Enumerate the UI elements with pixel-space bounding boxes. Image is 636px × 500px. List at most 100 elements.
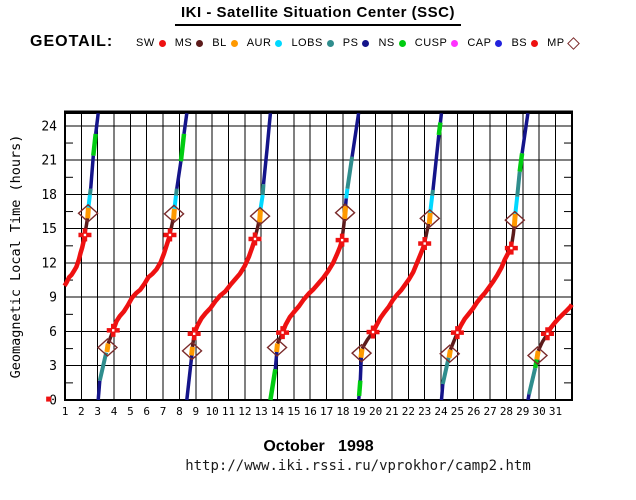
x-tick-label: 17 — [320, 405, 333, 418]
curve-segment-bl — [85, 207, 91, 219]
plot-frame — [64, 112, 573, 401]
x-tick-label: 12 — [238, 405, 251, 418]
bs-marker-center — [281, 331, 284, 334]
x-tick-label: 13 — [255, 405, 268, 418]
curve-segment-bl — [511, 213, 518, 227]
curve-segment-sw — [545, 303, 574, 335]
legend-label: PS — [342, 37, 359, 49]
x-tick-label: 25 — [451, 405, 464, 418]
bs-marker-center — [168, 233, 172, 237]
y-tick-label: 0 — [49, 394, 57, 409]
curve-segment-lobs — [87, 188, 93, 196]
curve-segment-bl — [342, 205, 349, 220]
curve-segment-lobs — [174, 188, 179, 196]
legend-item-ms: MS — [175, 37, 204, 49]
mp-crossing-marker — [504, 210, 526, 230]
curve-segment-sw — [455, 246, 514, 334]
mp-crossing-marker — [439, 344, 461, 364]
y-tick-label: 6 — [49, 325, 57, 340]
x-tick-label: 22 — [402, 405, 415, 418]
curve-segment-lobs — [260, 184, 266, 196]
curve-segment-ps — [261, 113, 273, 185]
legend-dot-icon — [275, 39, 283, 47]
x-tick-label: 6 — [143, 405, 150, 418]
x-tick-label: 20 — [369, 405, 382, 418]
legend-dot-icon — [495, 39, 503, 47]
x-tick-label: 15 — [287, 405, 300, 418]
x-tick-label: 5 — [127, 405, 134, 418]
x-tick-label: 28 — [500, 405, 513, 418]
curve-segment-bl — [534, 350, 541, 360]
bs-marker-center — [83, 233, 87, 237]
x-tick-label: 8 — [176, 405, 183, 418]
legend-dot-icon — [362, 39, 370, 47]
x-tick-label: 18 — [336, 405, 349, 418]
legend-dot-icon — [230, 39, 238, 47]
curve-segment-bl — [171, 208, 177, 220]
x-tick-label: 26 — [467, 405, 480, 418]
legend-diamond-icon — [566, 36, 580, 50]
bs-marker-center — [192, 332, 196, 335]
y-tick-label: 18 — [41, 188, 57, 203]
curve-segment-ps — [439, 383, 445, 401]
x-tick-label: 10 — [206, 405, 219, 418]
curve-segment-bl — [189, 346, 195, 356]
legend-label: MP — [547, 37, 565, 49]
x-tick-label: 30 — [533, 405, 546, 418]
legend-item-bl: BL — [212, 37, 238, 49]
curve-segment-lobs — [430, 189, 435, 196]
curve-segment-lobs — [345, 156, 355, 189]
curve-segment-sw — [62, 234, 88, 287]
curve-segment-ps — [96, 380, 102, 401]
legend-dot-icon — [326, 39, 334, 47]
mp-crossing-marker — [181, 341, 203, 361]
curve-segment-bl — [257, 209, 263, 223]
mp-crossing-marker — [351, 343, 373, 363]
bs-marker-center — [253, 237, 257, 241]
curve-segment-ps — [182, 113, 189, 135]
region-legend: SW MS BL AUR LOBS PS NS CUSP CAP BS MP — [136, 36, 587, 50]
curve-segment-ps — [526, 393, 531, 401]
x-tick-label: 2 — [78, 405, 85, 418]
y-tick-label: 24 — [41, 119, 57, 134]
legend-label: NS — [378, 37, 395, 49]
curve-segment-lobs — [97, 352, 109, 382]
legend-label: AUR — [246, 37, 272, 49]
bs-marker-center — [371, 330, 375, 334]
curve-segment-bl — [274, 343, 280, 353]
curve-segment-ns — [436, 122, 443, 136]
curve-segment-ps — [356, 395, 361, 401]
mp-crossing-marker — [266, 338, 288, 357]
x-tick-label: 16 — [304, 405, 317, 418]
mp-crossing-marker — [419, 208, 441, 228]
curve-segment-bl — [426, 212, 433, 225]
curve-segment-ps — [350, 113, 361, 157]
bs-marker-center — [510, 246, 513, 250]
legend-dot-icon — [158, 39, 166, 47]
curve-segment-ps — [88, 155, 96, 189]
curve-segment-ns — [91, 133, 98, 156]
x-tick-label: 1 — [62, 405, 69, 418]
x-tick-label: 4 — [111, 405, 118, 418]
legend-item-aur: AUR — [247, 37, 283, 49]
legend-dot-icon — [531, 39, 539, 47]
x-tick-label: 14 — [271, 405, 285, 418]
satellite-label: GEOTAIL: — [30, 33, 114, 50]
x-tick-label: 21 — [385, 405, 398, 418]
curve-segment-sw — [280, 239, 345, 334]
legend-item-lobs: LOBS — [291, 37, 334, 49]
mp-crossing-marker — [77, 203, 99, 223]
y-tick-label: 9 — [49, 291, 57, 306]
x-tick-label: 29 — [516, 405, 529, 418]
legend-dot-icon — [196, 39, 204, 47]
y-tick-label: 15 — [41, 222, 57, 237]
x-tick-label: 19 — [353, 405, 366, 418]
curve-segment-ns — [178, 133, 187, 162]
curve-segment-lobs — [515, 171, 522, 197]
curve-segment-ps — [438, 113, 444, 123]
y-axis-title: Geomagnetic Local Time (hours) — [8, 135, 24, 379]
legend-dot-icon — [451, 39, 459, 47]
mp-crossing-marker — [249, 206, 271, 226]
